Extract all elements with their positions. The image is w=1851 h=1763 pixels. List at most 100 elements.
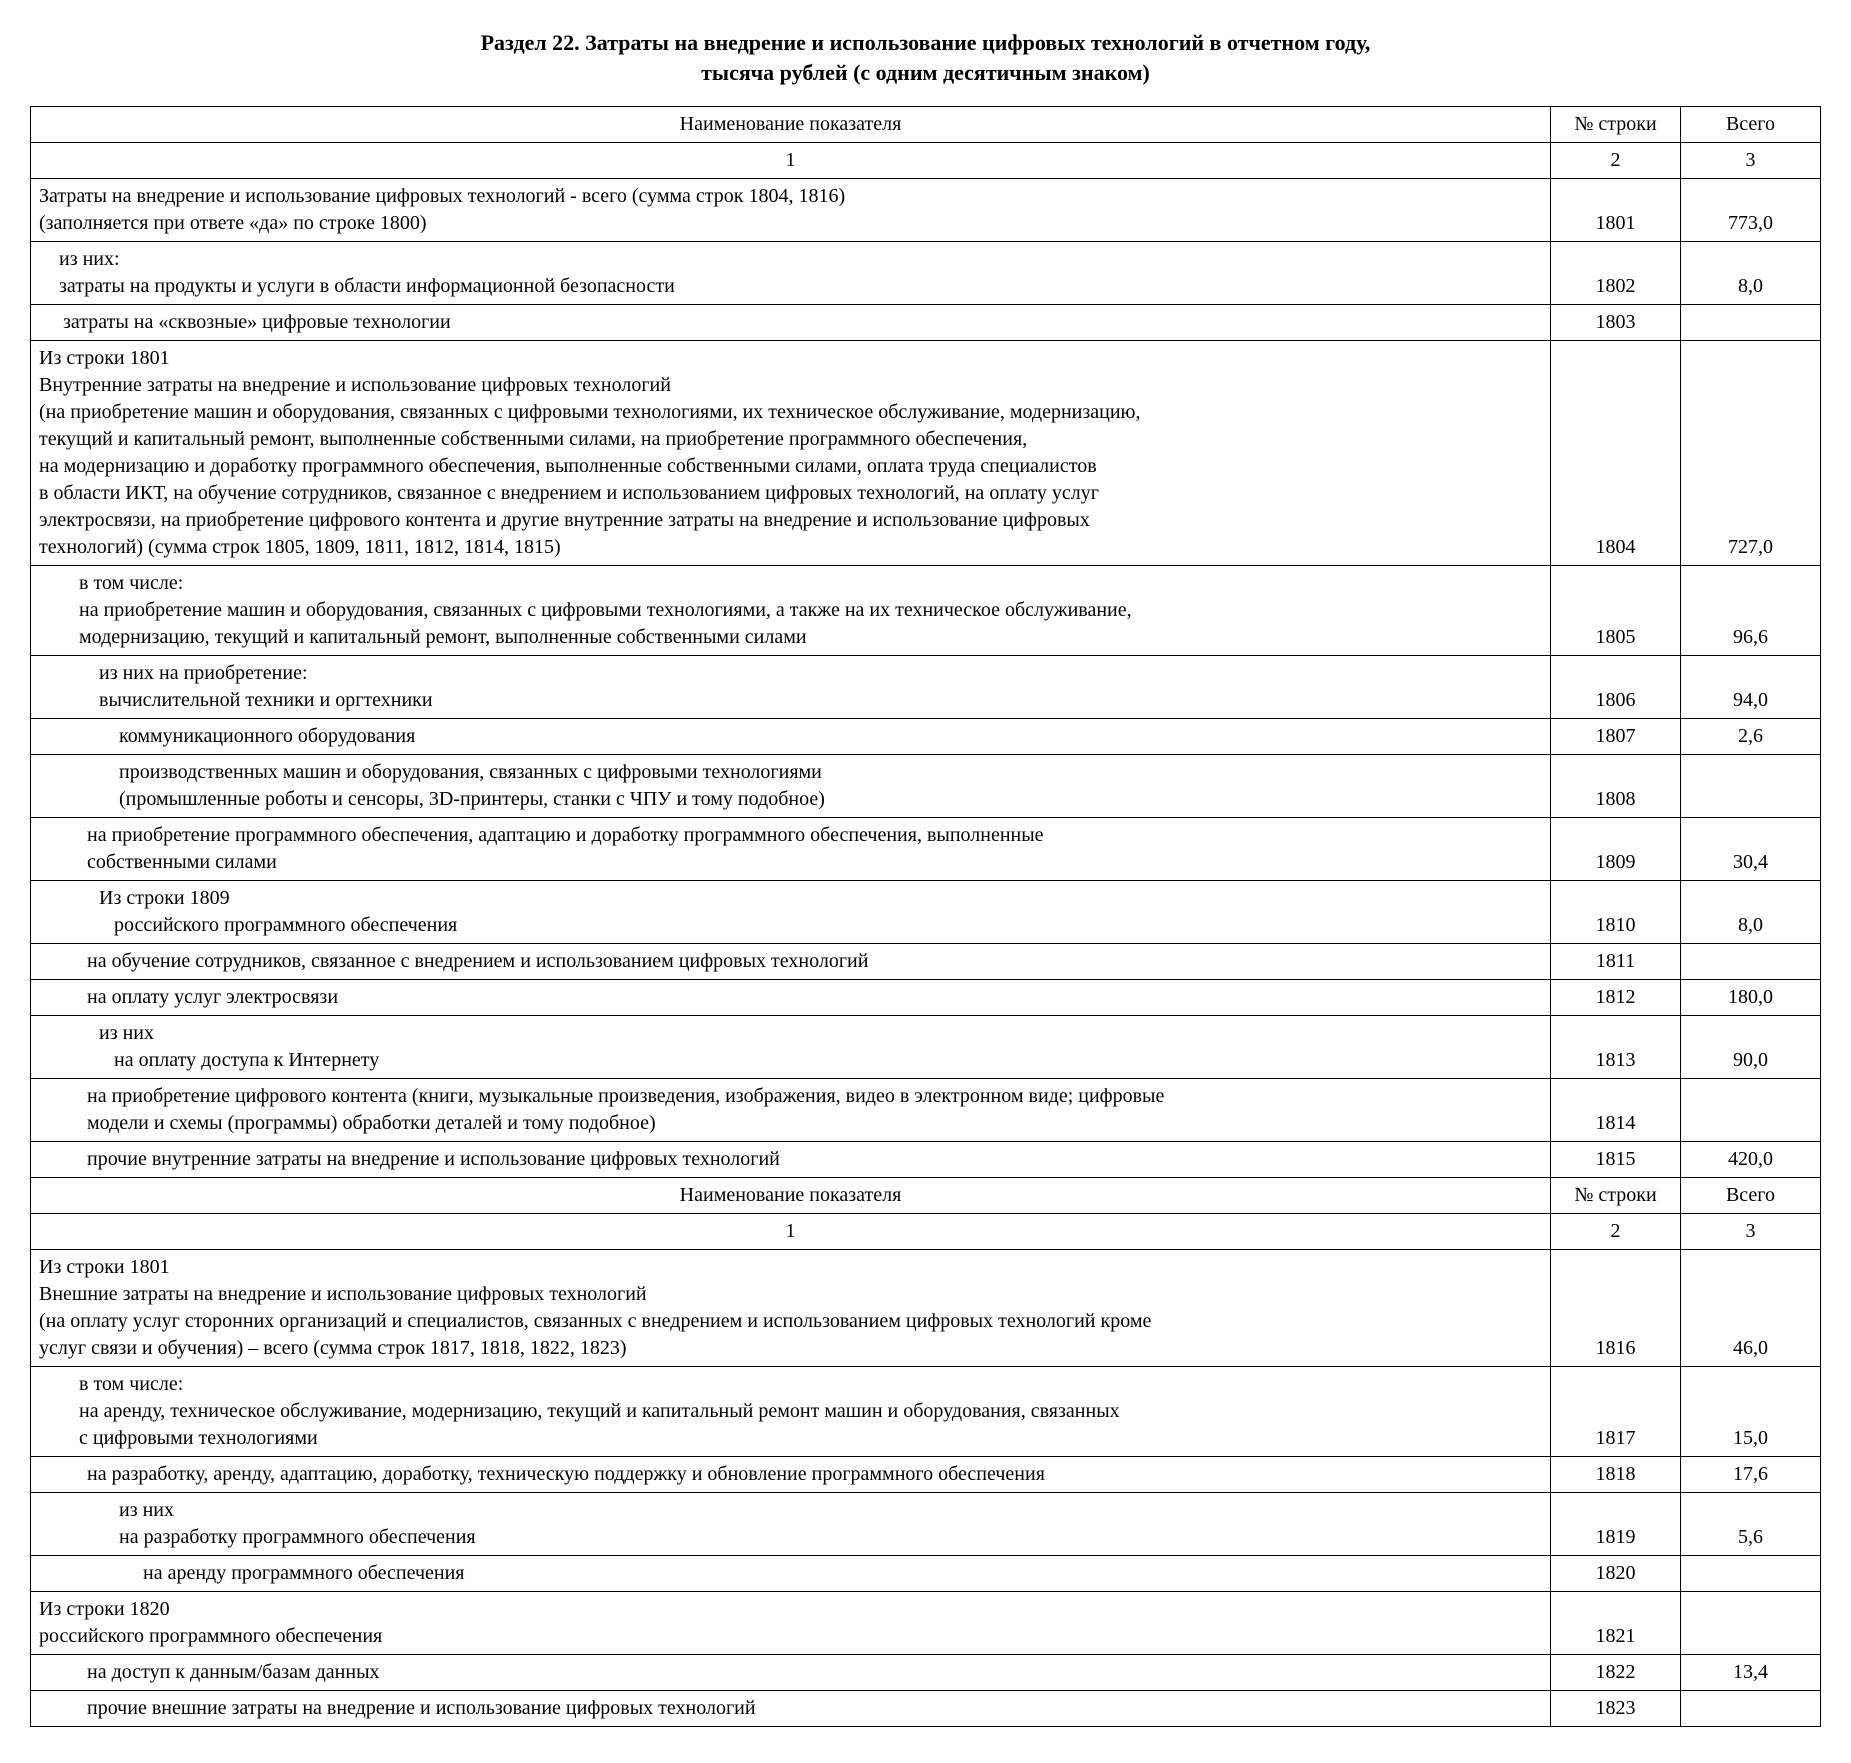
col-subheader-3: 3 [1681,143,1821,179]
row-total-cell [1681,944,1821,980]
table-row: из них на разработку программного обеспе… [31,1493,1821,1556]
row-text-line: из них на приобретение: [39,660,1542,687]
row-text-line: (промышленные роботы и сенсоры, 3D-принт… [119,786,1542,813]
table-row: Из строки 1820российского программного о… [31,1592,1821,1655]
row-text-line: на разработку, аренду, адаптацию, дорабо… [87,1461,1542,1488]
row-total-cell: 15,0 [1681,1367,1821,1457]
row-total-cell [1681,305,1821,341]
row-name-cell: Из строки 1820российского программного о… [31,1592,1551,1655]
row-name-cell: на обучение сотрудников, связанное с вне… [31,944,1551,980]
row-text-line: на разработку программного обеспечения [39,1524,1542,1551]
row-text-line: собственными силами [87,849,1542,876]
row-name-cell: Из строки 1801Внешние затраты на внедрен… [31,1250,1551,1367]
row-total-cell: 46,0 [1681,1250,1821,1367]
row-text-line: российского программного обеспечения [39,1623,1542,1650]
row-total-cell [1681,755,1821,818]
row-name-cell: на приобретение цифрового контента (книг… [31,1079,1551,1142]
table-row: Из строки 1809 российского программного … [31,881,1821,944]
row-name-cell: производственных машин и оборудования, с… [31,755,1551,818]
table-row: на разработку, аренду, адаптацию, дорабо… [31,1457,1821,1493]
row-total-cell: 17,6 [1681,1457,1821,1493]
col-subheader-2: 2 [1551,1214,1681,1250]
row-text-line: модели и схемы (программы) обработки дет… [87,1110,1542,1137]
row-text-line: на приобретение программного обеспечения… [87,822,1542,849]
row-total-cell: 96,6 [1681,566,1821,656]
row-number-cell: 1813 [1551,1016,1681,1079]
row-total-cell: 5,6 [1681,1493,1821,1556]
row-text-line: из них: [39,246,1542,273]
row-total-cell [1681,1556,1821,1592]
table-row: из них на оплату доступа к Интернету1813… [31,1016,1821,1079]
table-row: затраты на «сквозные» цифровые технологи… [31,305,1821,341]
col-header-row: № строки [1551,107,1681,143]
row-number-cell: 1814 [1551,1079,1681,1142]
row-name-cell: Затраты на внедрение и использование циф… [31,179,1551,242]
table-row: коммуникационного оборудования18072,6 [31,719,1821,755]
costs-table: Наименование показателя № строки Всего 1… [30,106,1821,1727]
row-name-cell: в том числе: на приобретение машин и обо… [31,566,1551,656]
col-header-total: Всего [1681,1178,1821,1214]
col-subheader-2: 2 [1551,143,1681,179]
table-row: прочие внешние затраты на внедрение и ис… [31,1691,1821,1727]
row-text-line: в том числе: [39,570,1542,597]
table-row: Из строки 1801Внешние затраты на внедрен… [31,1250,1821,1367]
row-name-cell: на доступ к данным/базам данных [31,1655,1551,1691]
row-text-line: Затраты на внедрение и использование циф… [39,183,1542,210]
row-text-line: коммуникационного оборудования [119,723,1542,750]
row-number-cell: 1823 [1551,1691,1681,1727]
col-header-total: Всего [1681,107,1821,143]
table-row: производственных машин и оборудования, с… [31,755,1821,818]
row-text-line: на приобретение цифрового контента (книг… [87,1083,1542,1110]
row-text-line: модернизацию, текущий и капитальный ремо… [39,624,1542,651]
row-text-line: на модернизацию и доработку программного… [39,453,1542,480]
row-total-cell: 30,4 [1681,818,1821,881]
row-name-cell: из них на оплату доступа к Интернету [31,1016,1551,1079]
row-total-cell: 2,6 [1681,719,1821,755]
row-total-cell: 727,0 [1681,341,1821,566]
section-subtitle: тысяча рублей (с одним десятичным знаком… [30,60,1821,86]
row-total-cell: 420,0 [1681,1142,1821,1178]
row-text-line: с цифровыми технологиями [39,1425,1542,1452]
table-row: на аренду программного обеспечения 1820 [31,1556,1821,1592]
row-name-cell: Из строки 1809 российского программного … [31,881,1551,944]
row-total-cell: 773,0 [1681,179,1821,242]
col-header-name: Наименование показателя [31,107,1551,143]
row-text-line: Из строки 1820 [39,1596,1542,1623]
row-text-line: на оплату услуг электросвязи [87,984,1542,1011]
row-name-cell: на оплату услуг электросвязи [31,980,1551,1016]
row-number-cell: 1808 [1551,755,1681,818]
table-row: на доступ к данным/базам данных182213,4 [31,1655,1821,1691]
row-text-line: на аренду программного обеспечения [143,1560,1542,1587]
row-total-cell: 13,4 [1681,1655,1821,1691]
row-total-cell [1681,1592,1821,1655]
row-name-cell: на аренду программного обеспечения [31,1556,1551,1592]
row-text-line: на доступ к данным/базам данных [87,1659,1542,1686]
row-number-cell: 1816 [1551,1250,1681,1367]
row-text-line: (на оплату услуг сторонних организаций и… [39,1308,1542,1335]
row-text-line: прочие внешние затраты на внедрение и ис… [87,1695,1542,1722]
table-row: прочие внутренние затраты на внедрение и… [31,1142,1821,1178]
row-text-line: на обучение сотрудников, связанное с вне… [87,948,1542,975]
row-number-cell: 1820 [1551,1556,1681,1592]
row-text-line: Из строки 1801 [39,1254,1542,1281]
table-row: Затраты на внедрение и использование циф… [31,179,1821,242]
row-text-line: из них [39,1497,1542,1524]
row-name-cell: прочие внутренние затраты на внедрение и… [31,1142,1551,1178]
row-number-cell: 1811 [1551,944,1681,980]
row-number-cell: 1804 [1551,341,1681,566]
row-text-line: затраты на продукты и услуги в области и… [39,273,1542,300]
row-total-cell: 94,0 [1681,656,1821,719]
row-text-line: в том числе: [39,1371,1542,1398]
col-subheader-3: 3 [1681,1214,1821,1250]
row-text-line: Из строки 1809 [39,885,1542,912]
row-number-cell: 1821 [1551,1592,1681,1655]
col-subheader-1: 1 [31,143,1551,179]
table-subheader-row: 123 [31,1214,1821,1250]
row-number-cell: 1819 [1551,1493,1681,1556]
row-total-cell: 90,0 [1681,1016,1821,1079]
table-row: на обучение сотрудников, связанное с вне… [31,944,1821,980]
table-row: на приобретение программного обеспечения… [31,818,1821,881]
row-number-cell: 1817 [1551,1367,1681,1457]
row-name-cell: прочие внешние затраты на внедрение и ис… [31,1691,1551,1727]
row-text-line: текущий и капитальный ремонт, выполненны… [39,426,1542,453]
